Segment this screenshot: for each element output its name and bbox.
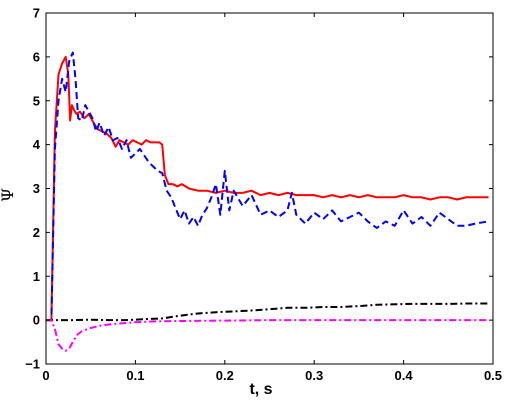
x-tick-label: 0.5 bbox=[484, 368, 502, 383]
y-axis-title: Ψ bbox=[0, 188, 17, 202]
y-tick-label: −1 bbox=[25, 357, 40, 372]
series-line-4 bbox=[46, 319, 489, 352]
plot-area bbox=[46, 13, 493, 364]
y-tick-label: 1 bbox=[33, 269, 40, 284]
series-line-3 bbox=[46, 302, 489, 322]
x-tick-label: 0.2 bbox=[216, 368, 234, 383]
x-tick-label: 0 bbox=[42, 368, 49, 383]
y-tick-label: 2 bbox=[33, 225, 40, 240]
y-tick-label: 0 bbox=[33, 313, 40, 328]
y-tick-label: 3 bbox=[33, 181, 40, 196]
y-tick-label: 4 bbox=[33, 137, 41, 152]
x-tick-label: 0.3 bbox=[305, 368, 323, 383]
y-tick-label: 5 bbox=[33, 93, 40, 108]
x-axis-title: t, s bbox=[249, 381, 272, 398]
y-tick-label: 7 bbox=[33, 6, 40, 21]
x-tick-label: 0.1 bbox=[126, 368, 144, 383]
series-layer bbox=[46, 51, 489, 352]
y-tick-label: 6 bbox=[33, 49, 40, 64]
x-tick-label: 0.4 bbox=[395, 368, 414, 383]
series-line-2 bbox=[46, 51, 489, 322]
